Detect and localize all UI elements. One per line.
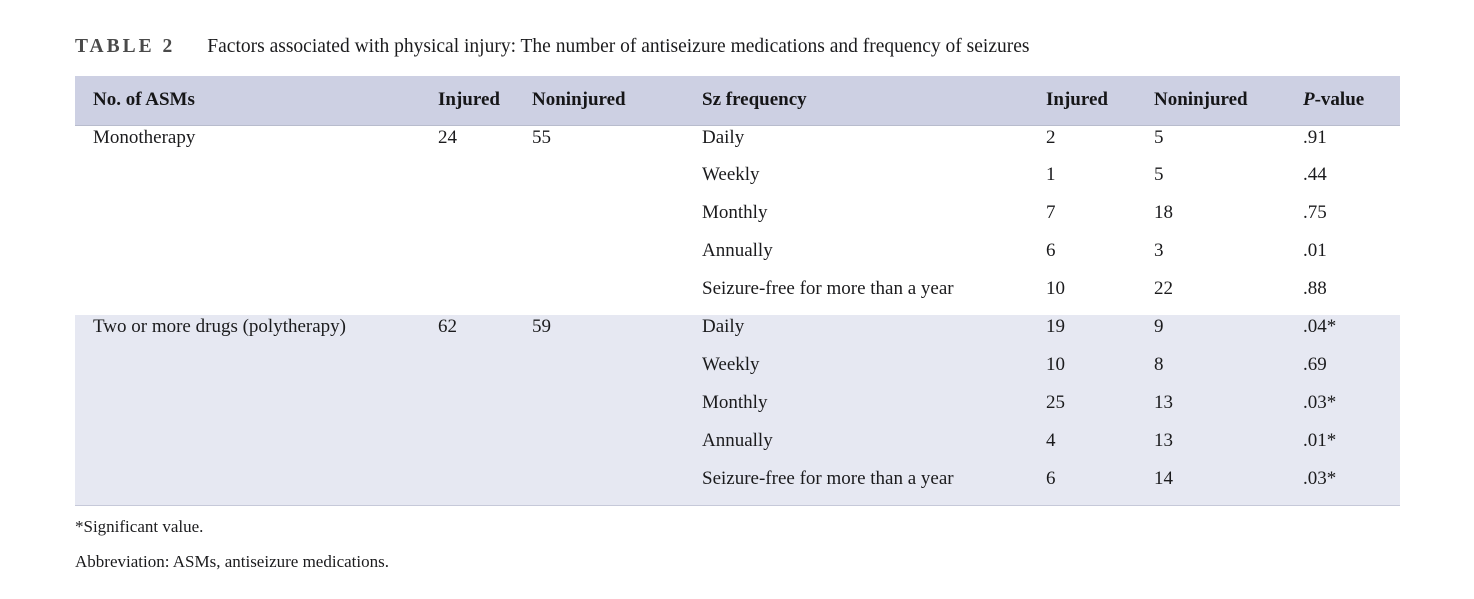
p-value-cell: .01 bbox=[1303, 239, 1400, 277]
noninjured-count-cell: 18 bbox=[1154, 201, 1303, 239]
sz-frequency-cell: Daily bbox=[702, 125, 1046, 163]
p-value-cell: .69 bbox=[1303, 353, 1400, 391]
injured-count-cell: 4 bbox=[1046, 429, 1154, 467]
table-row: Two or more drugs (polytherapy) 62 59 Daily… bbox=[75, 315, 1400, 505]
p-value-rest: -value bbox=[1314, 89, 1365, 111]
noninjured-count-cell: 8 bbox=[1154, 353, 1303, 391]
table-header: No. of ASMs Injured Noninjured Sz freque… bbox=[75, 76, 1400, 125]
table-row: Monthly 25 13.03* bbox=[75, 391, 1400, 429]
p-value-cell: .03* bbox=[1303, 467, 1400, 505]
injured-count-cell: 19 bbox=[1046, 315, 1154, 353]
table-caption: TABLE 2 Factors associated with physical … bbox=[75, 34, 1029, 60]
noninjured-count-cell: 9 bbox=[1154, 315, 1303, 353]
table-row: Seizure-free for more than a year 6 14.03* bbox=[75, 467, 1400, 505]
sz-frequency-cell: Monthly bbox=[702, 201, 1046, 239]
col-header-noninjured-freq: Noninjured bbox=[1154, 89, 1248, 111]
noninjured-count-cell: 13 bbox=[1154, 429, 1303, 467]
col-header-sz-frequency: Sz frequency bbox=[702, 89, 807, 111]
group-injured-cell: 24 bbox=[438, 125, 532, 315]
p-value-cell: .04* bbox=[1303, 315, 1400, 353]
table-row: Monthly 7 18.75 bbox=[75, 201, 1400, 239]
injured-count-cell: 10 bbox=[1046, 353, 1154, 391]
p-value-cell: .88 bbox=[1303, 277, 1400, 315]
sz-frequency-cell: Annually bbox=[702, 429, 1046, 467]
col-header-no-of-asms: No. of ASMs bbox=[93, 89, 195, 111]
data-table: No. of ASMs Injured Noninjured Sz freque… bbox=[75, 76, 1400, 506]
p-value-cell: .75 bbox=[1303, 201, 1400, 239]
noninjured-count-cell: 22 bbox=[1154, 277, 1303, 315]
col-header-p-value: P-value bbox=[1303, 76, 1400, 125]
noninjured-count-cell: 5 bbox=[1154, 163, 1303, 201]
sz-frequency-cell: Seizure-free for more than a year bbox=[702, 277, 1046, 315]
sz-frequency-cell: Annually bbox=[702, 239, 1046, 277]
table-row: Weekly 1 5.44 bbox=[75, 163, 1400, 201]
group-asm-cell: Two or more drugs (polytherapy) bbox=[75, 315, 438, 505]
table-body: Monotherapy 24 55 Daily 2 5.91 Weekly 1 5.44 Mont… bbox=[75, 125, 1400, 505]
table-caption-title: Factors associated with physical injury:… bbox=[207, 36, 1030, 57]
sz-frequency-cell: Seizure-free for more than a year bbox=[702, 467, 1046, 505]
sz-frequency-cell: Monthly bbox=[702, 391, 1046, 429]
p-value-cell: .03* bbox=[1303, 391, 1400, 429]
sz-frequency-cell: Daily bbox=[702, 315, 1046, 353]
injured-count-cell: 1 bbox=[1046, 163, 1154, 201]
table-header-row: No. of ASMs Injured Noninjured Sz freque… bbox=[75, 76, 1400, 125]
group-noninjured-cell: 55 bbox=[532, 125, 702, 315]
injured-count-cell: 25 bbox=[1046, 391, 1154, 429]
p-value-cell: .44 bbox=[1303, 163, 1400, 201]
noninjured-count-cell: 13 bbox=[1154, 391, 1303, 429]
table-row: Annually 4 13.01* bbox=[75, 429, 1400, 467]
injured-count-cell: 6 bbox=[1046, 467, 1154, 505]
p-value-cell: .91 bbox=[1303, 125, 1400, 163]
col-header-injured-freq: Injured bbox=[1046, 89, 1108, 111]
injured-count-cell: 10 bbox=[1046, 277, 1154, 315]
sz-frequency-cell: Weekly bbox=[702, 353, 1046, 391]
injured-count-cell: 7 bbox=[1046, 201, 1154, 239]
noninjured-count-cell: 14 bbox=[1154, 467, 1303, 505]
table-row: Weekly 10 8.69 bbox=[75, 353, 1400, 391]
col-header-injured-asm: Injured bbox=[438, 89, 500, 111]
sz-frequency-cell: Weekly bbox=[702, 163, 1046, 201]
footnote-significant: *Significant value. bbox=[75, 517, 204, 536]
table-row: Monotherapy 24 55 Daily 2 5.91 bbox=[75, 125, 1400, 315]
noninjured-count-cell: 3 bbox=[1154, 239, 1303, 277]
injured-count-cell: 2 bbox=[1046, 125, 1154, 163]
col-header-noninjured-asm: Noninjured bbox=[532, 89, 626, 111]
group-injured-cell: 62 bbox=[438, 315, 532, 505]
p-value-cell: .01* bbox=[1303, 429, 1400, 467]
noninjured-count-cell: 5 bbox=[1154, 125, 1303, 163]
table-caption-label: TABLE 2 bbox=[75, 36, 176, 57]
injured-count-cell: 6 bbox=[1046, 239, 1154, 277]
footnote-abbreviation: Abbreviation: ASMs, antiseizure medicati… bbox=[75, 552, 389, 571]
table-row: Seizure-free for more than a year 10 22.88 bbox=[75, 277, 1400, 315]
group-noninjured-cell: 59 bbox=[532, 315, 702, 505]
table-row: Annually 6 3.01 bbox=[75, 239, 1400, 277]
p-value-italic-p: P bbox=[1303, 89, 1315, 111]
group-asm-cell: Monotherapy bbox=[75, 125, 438, 315]
